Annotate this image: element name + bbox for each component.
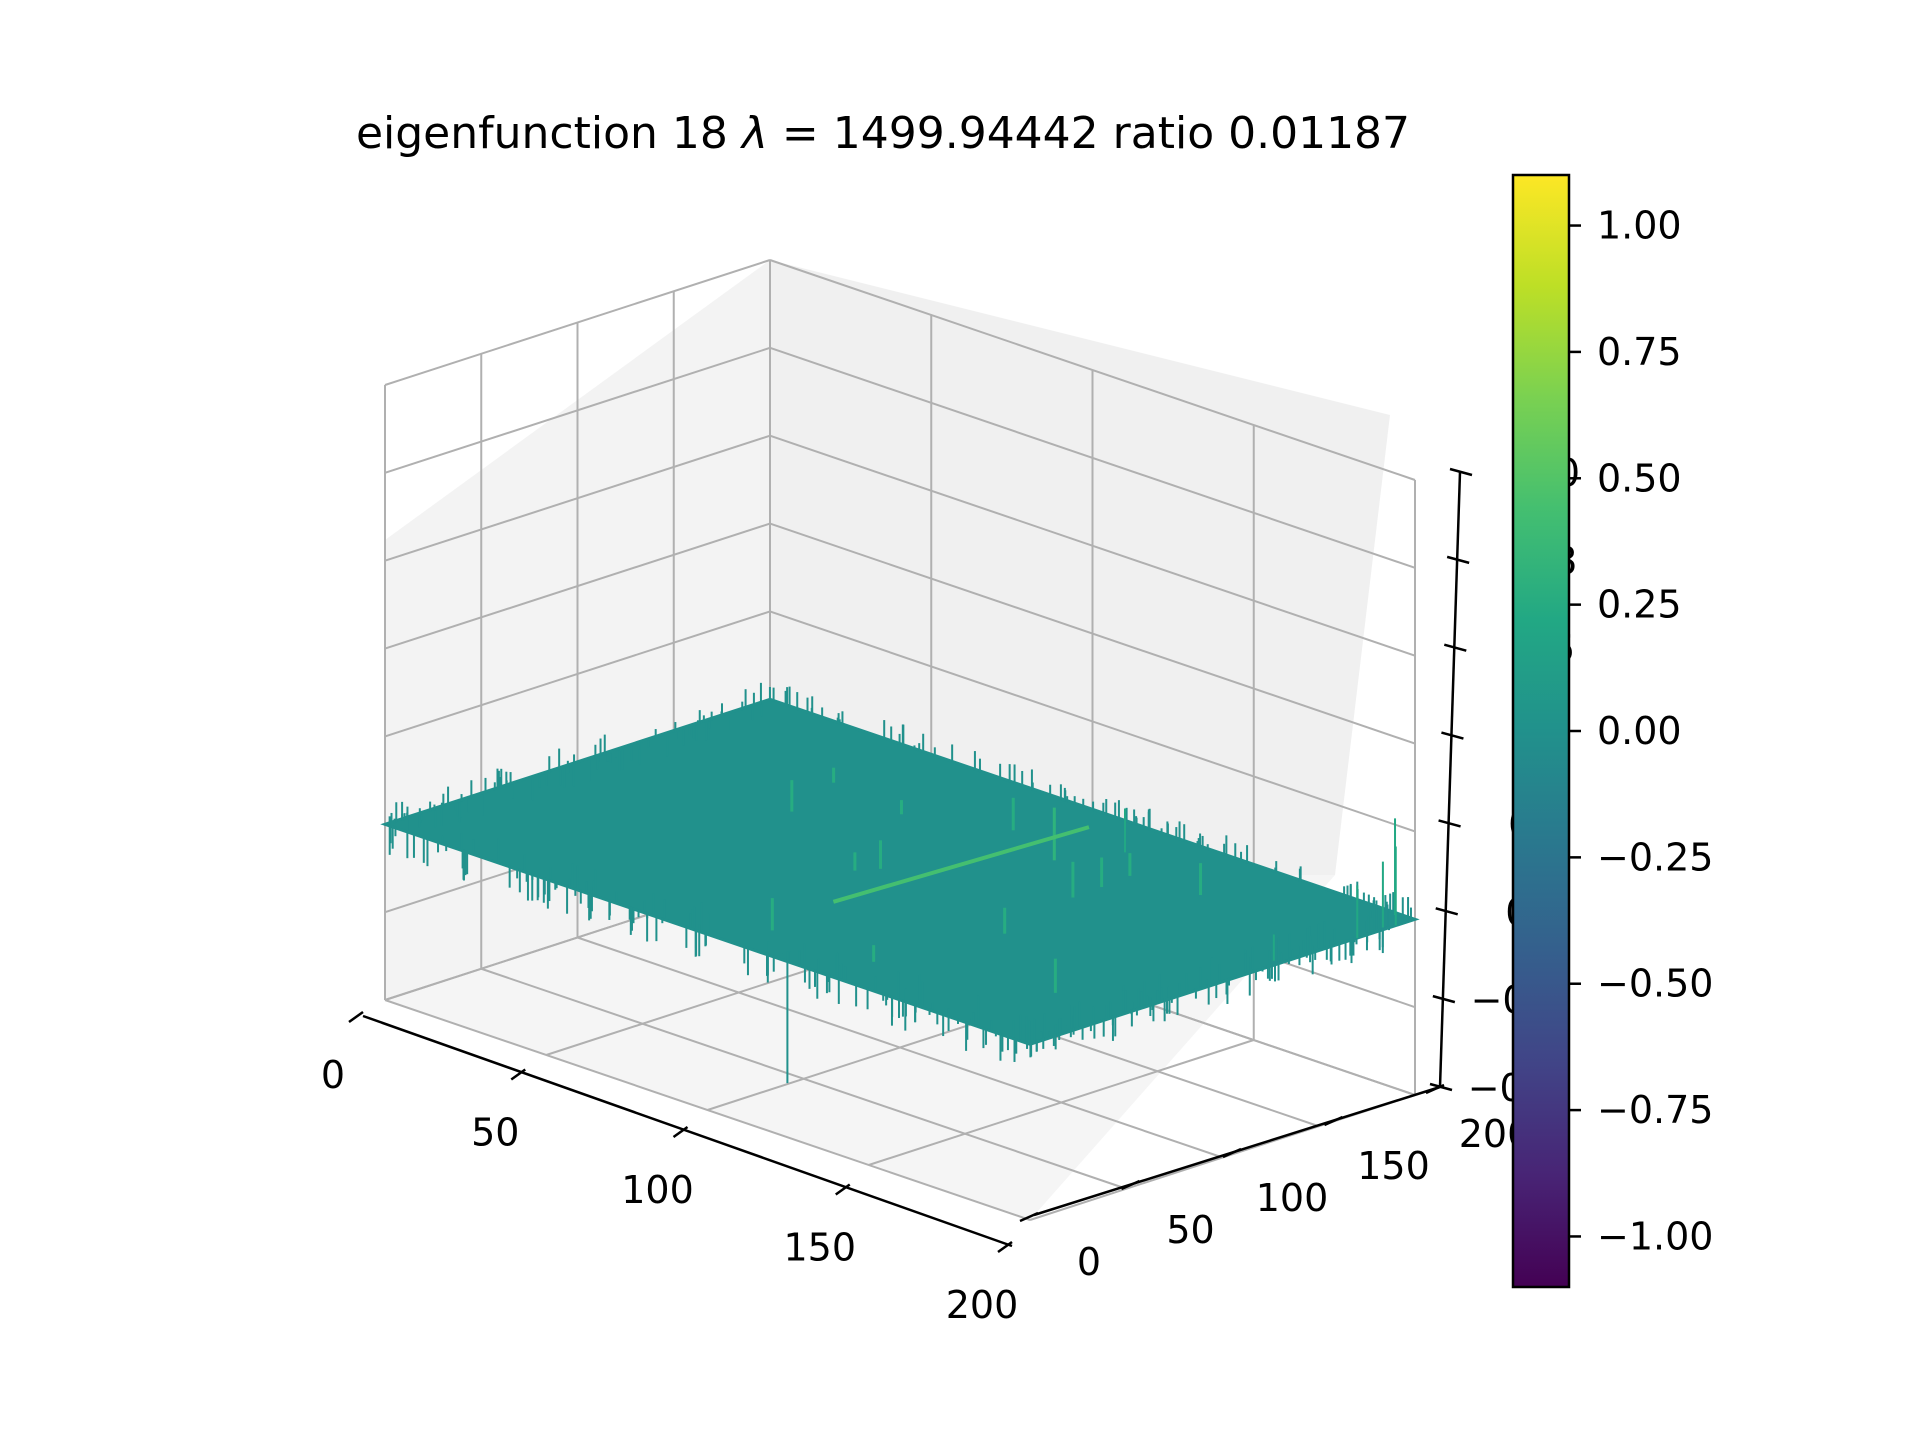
x-axis-line: [362, 1014, 1013, 1248]
colorbar-tick-label-1: −0.75: [1597, 1088, 1713, 1132]
y-tick-mark-3: [1323, 1115, 1344, 1127]
y-tick-label-1: 50: [1166, 1208, 1214, 1252]
colorbar-tick-label-3: −0.25: [1597, 835, 1713, 879]
x-tick-label-1: 50: [471, 1111, 519, 1155]
surface-plot: [380, 682, 1420, 1084]
colorbar-gradient: [1511, 173, 1571, 1289]
back-pane: [770, 260, 1390, 875]
z-tick-mark-2: [1435, 907, 1459, 916]
grid-floor-y-2: [577, 936, 1223, 1159]
z-tick-mark-3: [1438, 819, 1461, 828]
surface-ridge: [832, 825, 1090, 904]
y-tick-mark-1: [1120, 1179, 1141, 1191]
y-tick-label-3: 150: [1357, 1144, 1430, 1188]
x-tick-label-2: 100: [621, 1168, 694, 1212]
z-tick-mark-5: [1443, 643, 1467, 652]
z-tick-mark-1: [1432, 994, 1456, 1004]
x-tick-mark-2: [672, 1125, 689, 1139]
grid-back-z-7: [769, 259, 1416, 481]
colorbar-ticks: −1.00 −0.75 −0.50 −0.25 0.00 0.25 0.50 0.75 1.00: [1569, 204, 1713, 1258]
colorbar-tick-label-5: 0.25: [1597, 583, 1682, 627]
colorbar-tick-label-8: 1.00: [1597, 204, 1682, 248]
grid-back-z-6: [769, 346, 1416, 569]
z-tick-mark-6: [1446, 555, 1470, 565]
colorbar-tick-label-4: 0.00: [1597, 709, 1682, 753]
grid-back-z-4: [769, 522, 1416, 745]
z-tick-mark-4: [1441, 731, 1464, 740]
colorbar-tick-label-0: −1.00: [1597, 1214, 1713, 1258]
chart-title: eigenfunction 18 λ = 1499.94442 ratio 0.…: [356, 108, 1410, 159]
y-tick-mark-0: [1019, 1211, 1039, 1223]
y-tick-label-2: 100: [1256, 1176, 1329, 1220]
colorbar-tick-label-7: 0.75: [1597, 330, 1682, 374]
z-axis-line: [1438, 471, 1462, 1088]
grid-left-z-3: [384, 610, 771, 738]
x-tick-label-4: 200: [946, 1283, 1019, 1327]
colorbar: −1.00 −0.75 −0.50 −0.25 0.00 0.25 0.50 0.75 1.00: [1511, 173, 1713, 1289]
grid-back-z-3: [769, 610, 1416, 833]
y-tick-label-0: 0: [1077, 1240, 1101, 1284]
colorbar-tick-label-6: 0.50: [1597, 456, 1682, 500]
grid-left-z-7: [384, 259, 771, 386]
grid-left-z-4: [384, 522, 771, 650]
grid-left-z-5: [384, 434, 771, 562]
x-tick-label-3: 150: [783, 1226, 856, 1270]
x-tick-mark-4: [997, 1240, 1013, 1254]
x-tick-mark-3: [835, 1183, 851, 1196]
x-tick-mark-1: [510, 1068, 526, 1081]
z-tick-mark-7: [1449, 467, 1473, 477]
grid-left-z-6: [384, 346, 771, 474]
colorbar-tick-label-2: −0.50: [1597, 962, 1713, 1006]
grid-back-z-5: [769, 434, 1416, 657]
x-tick-label-0: 0: [321, 1053, 345, 1097]
z-tick-mark-0: [1429, 1082, 1453, 1092]
x-tick-mark-0: [348, 1010, 364, 1024]
y-tick-mark-2: [1222, 1147, 1242, 1159]
grid-floor-y-0: [384, 999, 1031, 1221]
grid-floor-y-1: [480, 967, 1127, 1190]
